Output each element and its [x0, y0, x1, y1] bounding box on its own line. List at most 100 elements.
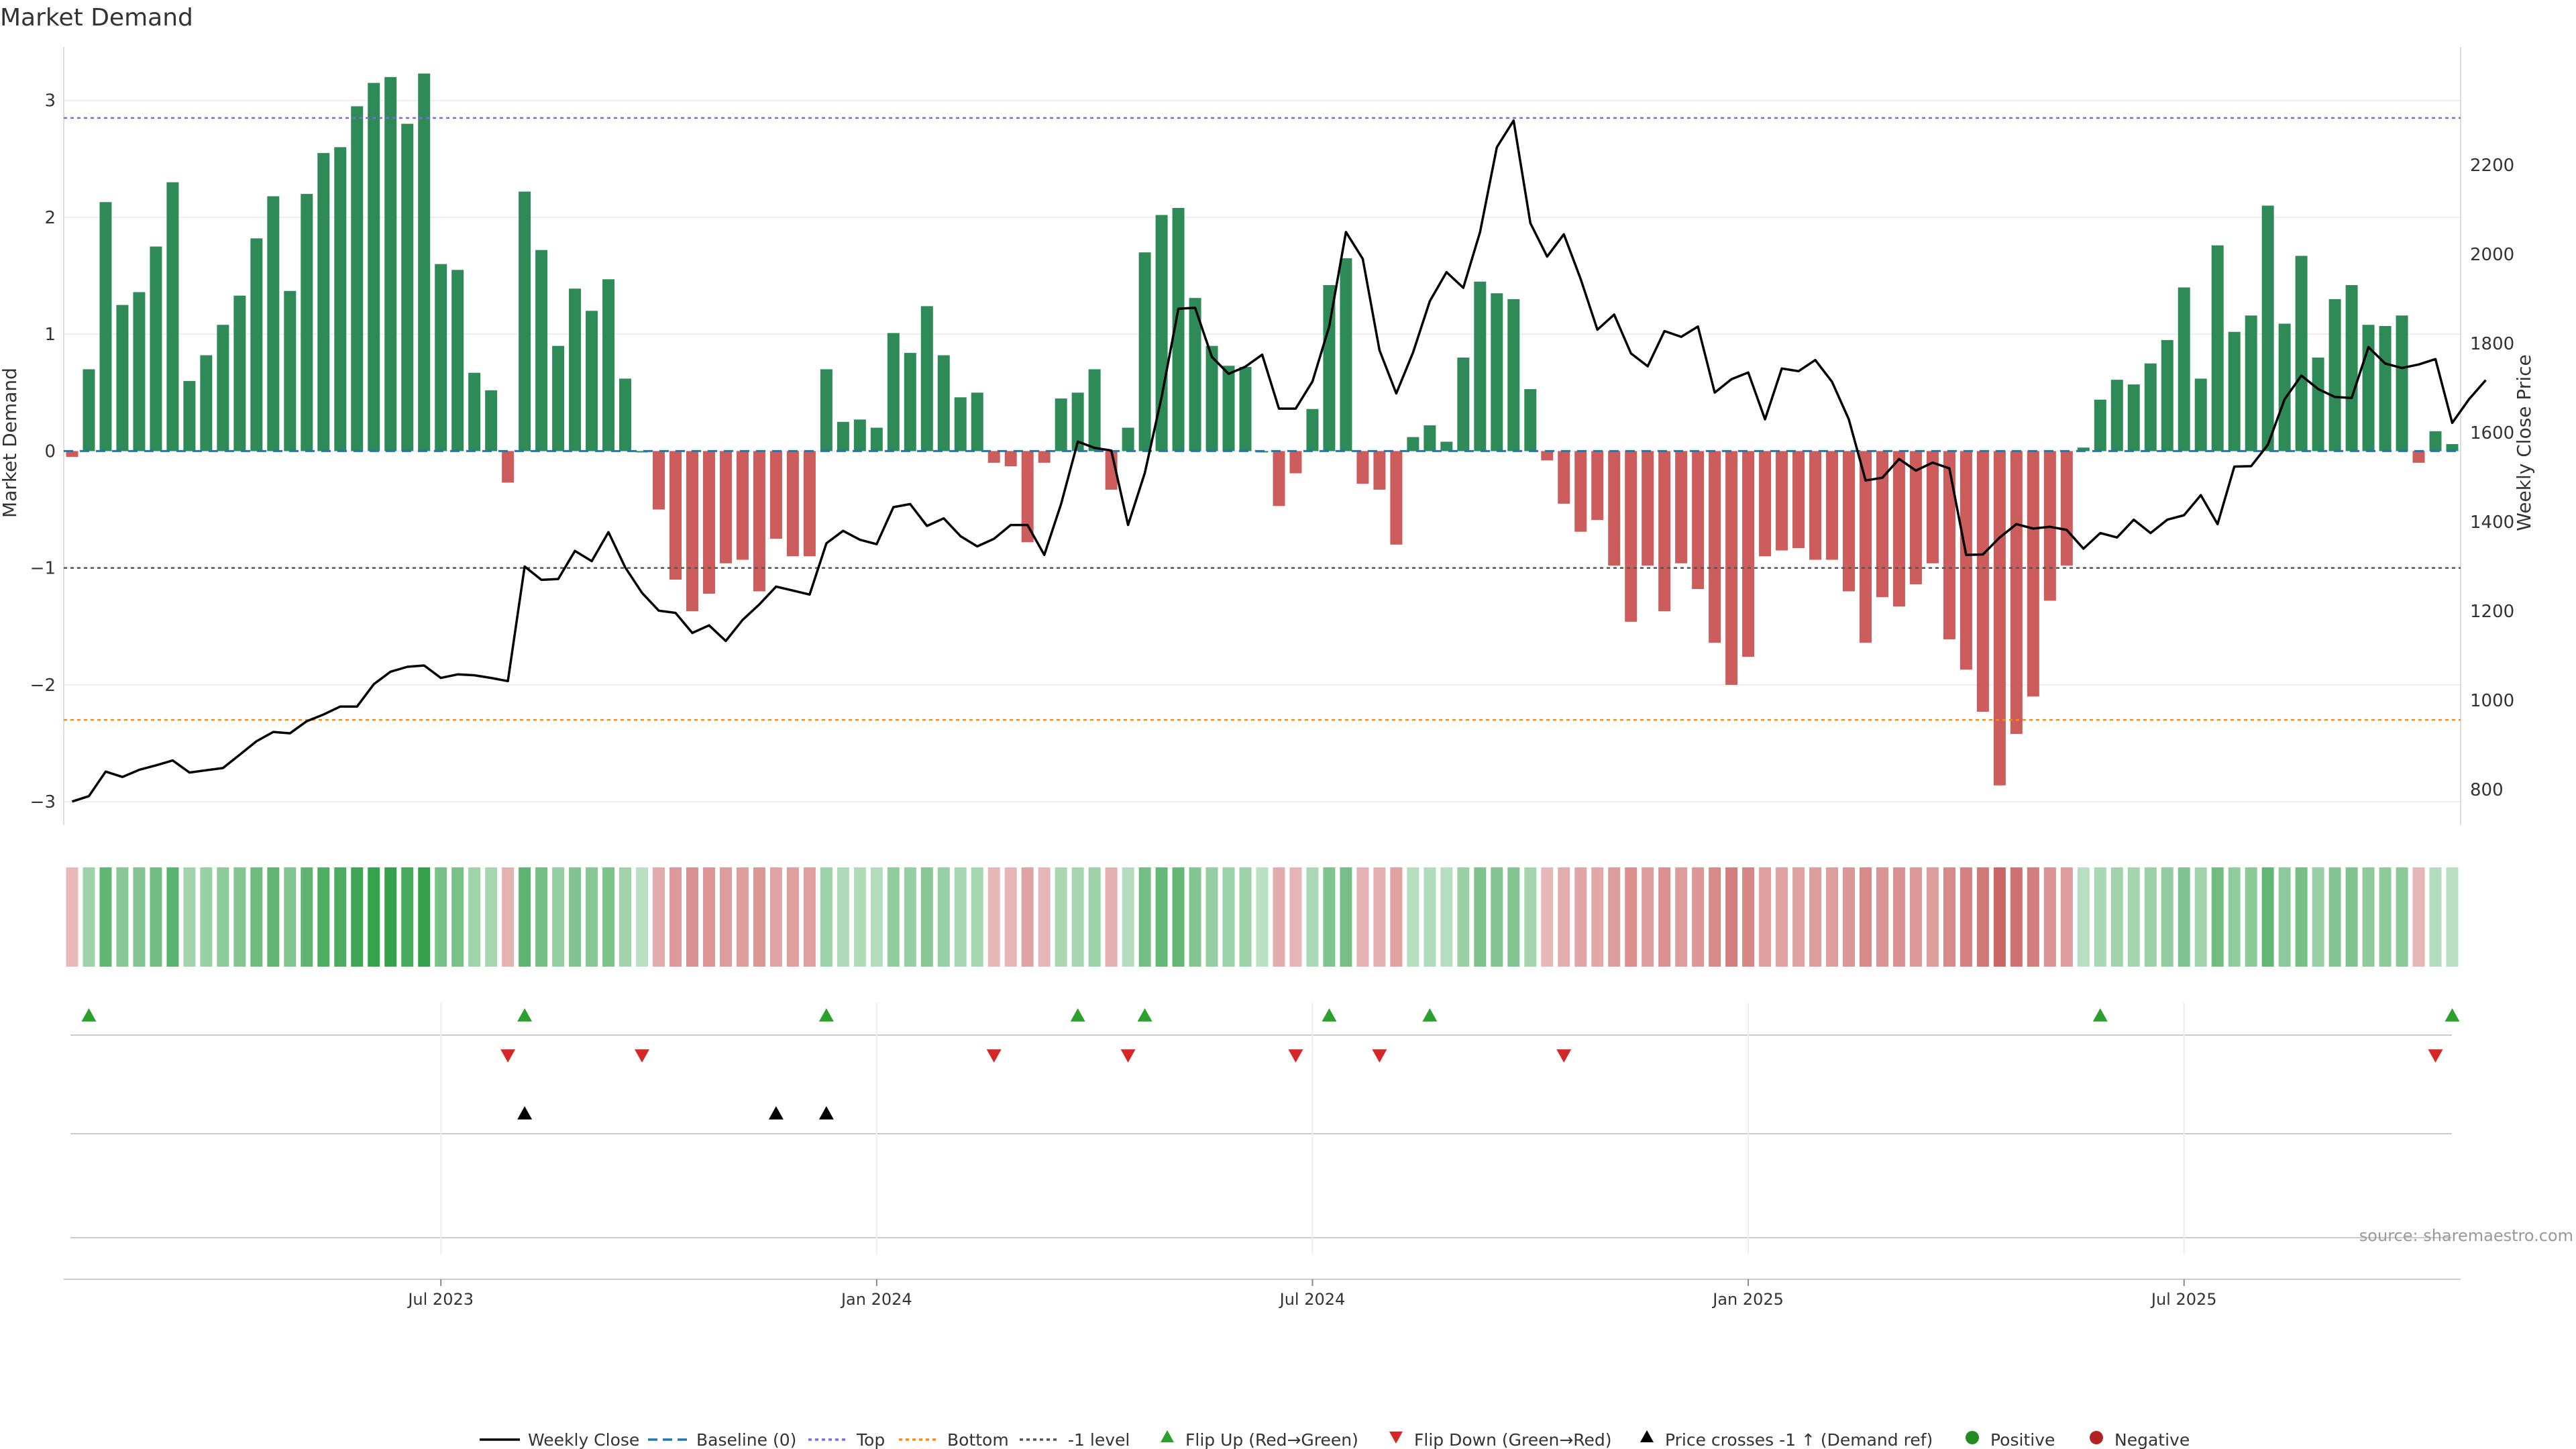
demand-bar [1055, 398, 1067, 451]
flip-down-marker [635, 1049, 650, 1063]
demand-bar [267, 196, 280, 451]
demand-bar [619, 378, 632, 451]
demand-bar [535, 250, 548, 451]
strip-cell [2396, 867, 2408, 967]
demand-bars [66, 73, 2459, 786]
y2-tick-label: 1600 [2470, 423, 2514, 443]
strip-cell [2345, 867, 2358, 967]
strip-cell [1776, 867, 1788, 967]
strip-cell [1306, 867, 1319, 967]
demand-bar [1340, 258, 1352, 451]
strip-cell [569, 867, 582, 967]
strip-cell [468, 867, 481, 967]
y-tick-label: −2 [30, 676, 56, 696]
demand-heat-strip [66, 867, 2459, 967]
strip-cell [401, 867, 414, 967]
demand-bar [2396, 315, 2408, 451]
demand-bar [1658, 451, 1671, 612]
demand-bar [1976, 451, 1989, 712]
demand-bar [1524, 389, 1537, 451]
demand-bar [870, 427, 883, 451]
legend-label-minus_one: -1 level [1068, 1430, 1130, 1449]
strip-cell [2144, 867, 2157, 967]
y2-tick-label: 1800 [2470, 334, 2514, 354]
strip-cell [66, 867, 78, 967]
x-axis: Jul 2023 Jan 2024 Jul 2024 Jan 2025 Jul 2025 [64, 1279, 2461, 1309]
strip-cell [2446, 867, 2459, 967]
y-tick-label: 3 [44, 91, 56, 111]
demand-bar [1323, 285, 1336, 451]
strip-cell [1055, 867, 1067, 967]
demand-bar [1474, 281, 1487, 451]
demand-bar [904, 353, 916, 451]
strip-cell [2010, 867, 2023, 967]
demand-bar [1138, 252, 1151, 451]
strip-cell [954, 867, 967, 967]
strip-cell [1340, 867, 1352, 967]
legend-label-negative: Negative [2114, 1430, 2190, 1449]
demand-bar [2077, 447, 2090, 451]
demand-bar [2429, 431, 2442, 451]
demand-bar [1088, 369, 1101, 451]
strip-cell [217, 867, 229, 967]
strip-cell [736, 867, 749, 967]
demand-bar [1122, 427, 1134, 451]
flip-down-marker [986, 1049, 1002, 1063]
strip-cell [2060, 867, 2073, 967]
demand-bar [451, 270, 464, 451]
strip-cell [1759, 867, 1772, 967]
strip-cell [418, 867, 431, 967]
legend-swatch-flip_down [1389, 1432, 1403, 1444]
strip-cell [1491, 867, 1503, 967]
strip-cell [1474, 867, 1487, 967]
demand-bar [954, 397, 967, 451]
strip-cell [2027, 867, 2039, 967]
strip-cell [1507, 867, 1520, 967]
demand-bar [2110, 380, 2123, 451]
strip-cell [920, 867, 933, 967]
demand-bar [116, 305, 129, 451]
y2-axis-label: Weekly Close Price [2513, 354, 2535, 531]
price-cross-marker [517, 1106, 533, 1120]
demand-bar [1289, 451, 1302, 474]
strip-cell [2328, 867, 2341, 967]
demand-bar [435, 264, 447, 451]
strip-cell [1122, 867, 1134, 967]
strip-cell [1960, 867, 1972, 967]
weekly-close-series [71, 119, 2487, 803]
demand-bar [1960, 451, 1972, 670]
strip-cell [1407, 867, 1419, 967]
demand-bar [133, 292, 146, 451]
strip-cell [1205, 867, 1218, 967]
strip-cell [351, 867, 364, 967]
demand-bar [99, 202, 112, 451]
demand-bar [2094, 399, 2106, 451]
strip-cell [1155, 867, 1168, 967]
x-tick-label: Jul 2023 [407, 1290, 474, 1309]
strip-cell [368, 867, 380, 967]
strip-cell [2429, 867, 2442, 967]
strip-cell [853, 867, 866, 967]
demand-bar [1491, 293, 1503, 451]
demand-bar [2278, 323, 2291, 451]
demand-bar [887, 333, 900, 451]
legend-label-positive: Positive [1990, 1430, 2055, 1449]
strip-cell [2094, 867, 2106, 967]
demand-bar [1776, 451, 1788, 551]
strip-cell [2043, 867, 2056, 967]
strip-cell [1742, 867, 1755, 967]
strip-cell [1658, 867, 1671, 967]
demand-bar [2379, 325, 2392, 451]
demand-bar [66, 451, 78, 458]
demand-bar [1642, 451, 1654, 566]
strip-cell [1993, 867, 2006, 967]
y-tick-label: 2 [44, 208, 56, 228]
demand-bar [920, 306, 933, 451]
demand-bar [2027, 451, 2039, 697]
demand-bar [384, 76, 397, 451]
strip-cell [1826, 867, 1839, 967]
strip-cell [1004, 867, 1017, 967]
strip-cell [1860, 867, 1872, 967]
demand-bar [1239, 366, 1252, 451]
